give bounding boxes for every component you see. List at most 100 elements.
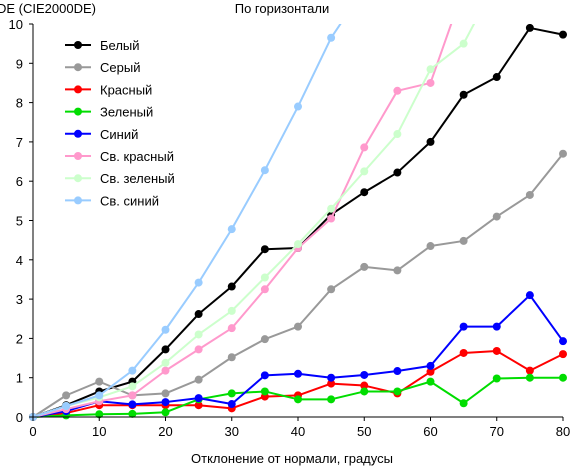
x-tick-label: 0: [29, 424, 36, 439]
data-point: [227, 282, 236, 291]
data-point: [194, 310, 203, 319]
data-point: [360, 143, 369, 152]
data-point: [294, 369, 302, 378]
data-point: [393, 130, 402, 139]
data-point: [393, 387, 402, 396]
data-point: [194, 345, 203, 354]
data-point: [227, 306, 236, 315]
y-tick-label: 9: [16, 56, 23, 71]
legend-item: Синий: [65, 127, 138, 142]
series-3: [29, 346, 567, 421]
legend-label: Синий: [100, 127, 138, 142]
data-point: [260, 335, 269, 344]
y-tick-label: 6: [16, 174, 23, 189]
data-point: [294, 395, 302, 404]
data-point: [426, 137, 435, 146]
legend-label: Св. зеленый: [100, 171, 175, 186]
data-point: [426, 361, 435, 370]
data-point: [492, 374, 501, 383]
data-point: [459, 399, 468, 408]
series-layer: [29, 24, 567, 421]
data-point: [161, 389, 170, 398]
legend-swatch-marker: [74, 129, 82, 138]
data-point: [327, 33, 336, 42]
data-point: [360, 167, 369, 176]
data-point: [128, 409, 137, 418]
y-tick-label: 3: [16, 292, 23, 307]
data-point: [128, 382, 137, 391]
data-point: [360, 381, 369, 390]
data-point: [559, 373, 567, 382]
data-point: [559, 337, 567, 346]
data-point: [459, 236, 468, 245]
data-point: [161, 325, 170, 334]
data-point: [227, 353, 236, 362]
data-point: [525, 366, 534, 375]
data-point: [194, 394, 203, 403]
data-point: [393, 86, 402, 95]
data-point: [327, 379, 336, 388]
data-point: [360, 262, 369, 271]
data-point: [492, 346, 501, 355]
data-point: [327, 373, 336, 382]
legend-label: Красный: [100, 82, 152, 97]
series-2: [29, 149, 567, 421]
data-point: [525, 24, 534, 32]
data-point: [426, 78, 435, 87]
legend-label: Серый: [100, 60, 140, 75]
data-point: [360, 370, 369, 379]
y-axis-title: DE (CIE2000DE): [0, 1, 96, 16]
data-point: [128, 366, 137, 375]
legend-label: Белый: [100, 38, 140, 53]
data-point: [260, 245, 269, 254]
data-point: [459, 39, 468, 48]
series-line: [32, 24, 342, 418]
x-tick-label: 50: [357, 424, 371, 439]
y-tick-label: 0: [16, 410, 23, 425]
legend-item: Зеленый: [65, 105, 153, 120]
y-tick-label: 2: [16, 331, 23, 346]
x-tick-label: 30: [225, 424, 239, 439]
legend-swatch-marker: [74, 63, 82, 72]
data-point: [194, 330, 203, 339]
data-point: [161, 398, 170, 407]
data-point: [294, 240, 302, 249]
data-point: [227, 389, 236, 398]
data-point: [161, 358, 170, 367]
data-point: [559, 149, 567, 158]
legend-label: Св. красный: [100, 149, 174, 164]
y-tick-label: 7: [16, 135, 23, 150]
data-point: [492, 322, 501, 331]
y-tick-label: 5: [16, 214, 23, 229]
chart-title: По горизонтали: [235, 1, 329, 16]
y-tick-label: 10: [9, 17, 23, 32]
data-point: [492, 212, 501, 221]
x-tick-label: 60: [423, 424, 437, 439]
y-tick-label: 8: [16, 96, 23, 111]
series-6: [29, 24, 453, 421]
legend-swatch-marker: [74, 107, 82, 116]
series-line: [32, 24, 453, 418]
series-line: [32, 349, 564, 418]
legend-item: Белый: [65, 38, 140, 53]
x-axis-title: Отклонение от нормали, градусы: [191, 451, 393, 466]
data-point: [426, 65, 435, 74]
data-point: [426, 242, 435, 251]
y-tick-label: 1: [16, 371, 23, 386]
legend-swatch-marker: [74, 152, 82, 160]
data-point: [327, 395, 336, 404]
legend-item: Св. синий: [65, 193, 159, 208]
data-point: [194, 278, 203, 287]
legend-item: Серый: [65, 60, 140, 75]
data-point: [525, 373, 534, 382]
data-point: [227, 324, 236, 333]
data-point: [393, 367, 402, 376]
data-point: [95, 410, 104, 419]
data-point: [95, 391, 104, 400]
data-point: [161, 366, 170, 375]
x-tick-label: 40: [291, 424, 305, 439]
y-tick-label: 4: [16, 253, 23, 268]
data-point: [161, 345, 170, 354]
data-point: [327, 214, 336, 223]
